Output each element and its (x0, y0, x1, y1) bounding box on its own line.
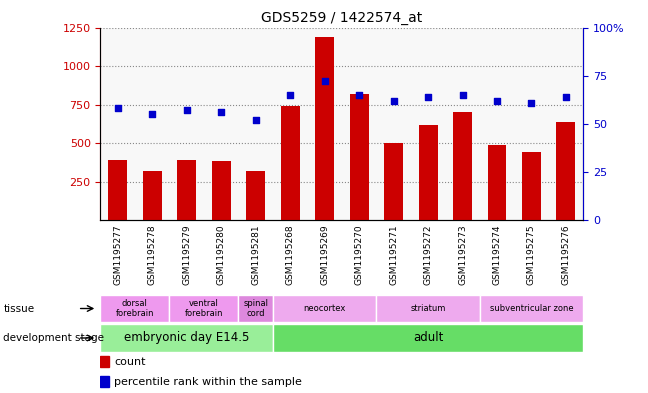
Point (354, 92, 364, 98)
Text: GSM1195278: GSM1195278 (148, 224, 157, 285)
Bar (315, 37, 334, 220)
Bar (100, 376, 109, 387)
Point (250, 117, 260, 123)
Bar (177, 160, 196, 220)
Text: GSM1195271: GSM1195271 (389, 224, 398, 285)
Point (526, 99, 537, 106)
Bar (522, 152, 541, 220)
Bar (238, 295, 273, 322)
Text: GSM1195277: GSM1195277 (113, 224, 122, 285)
Bar (376, 295, 480, 322)
Bar (281, 106, 299, 220)
Point (285, 92, 295, 98)
Text: GSM1195269: GSM1195269 (320, 224, 329, 285)
Point (561, 94, 571, 100)
Text: GSM1195280: GSM1195280 (216, 224, 226, 285)
Point (181, 107, 192, 114)
Text: GSM1195279: GSM1195279 (182, 224, 191, 285)
Bar (212, 161, 231, 220)
Text: tissue: tissue (3, 303, 34, 314)
Text: GSM1195275: GSM1195275 (527, 224, 536, 285)
Text: GSM1195273: GSM1195273 (458, 224, 467, 285)
Title: GDS5259 / 1422574_at: GDS5259 / 1422574_at (261, 11, 422, 25)
Text: GSM1195270: GSM1195270 (354, 224, 364, 285)
Text: GSM1195274: GSM1195274 (492, 224, 502, 285)
Text: subventricular zone: subventricular zone (490, 304, 573, 313)
Text: embryonic day E14.5: embryonic day E14.5 (124, 331, 249, 345)
Bar (453, 112, 472, 220)
Bar (480, 295, 583, 322)
Bar (273, 295, 376, 322)
Bar (487, 145, 507, 220)
Bar (108, 160, 127, 220)
Text: spinal
cord: spinal cord (243, 299, 268, 318)
Text: GSM1195276: GSM1195276 (561, 224, 570, 285)
Text: neocortex: neocortex (303, 304, 346, 313)
Bar (246, 171, 265, 220)
Text: GSM1195272: GSM1195272 (424, 224, 432, 285)
Point (319, 78, 330, 84)
Point (113, 105, 123, 112)
Text: GSM1195268: GSM1195268 (286, 224, 295, 285)
Bar (100, 295, 169, 322)
Bar (100, 356, 109, 367)
Bar (273, 324, 583, 352)
Text: adult: adult (413, 331, 443, 345)
Point (388, 97, 399, 104)
Bar (143, 171, 161, 220)
Point (423, 94, 434, 100)
Text: development stage: development stage (3, 333, 104, 343)
Text: count: count (114, 357, 145, 367)
Bar (169, 295, 238, 322)
Point (216, 109, 226, 116)
Point (147, 111, 157, 117)
Text: percentile rank within the sample: percentile rank within the sample (114, 376, 302, 387)
Bar (349, 94, 369, 220)
Bar (100, 324, 273, 352)
Text: GSM1195281: GSM1195281 (251, 224, 260, 285)
Point (492, 97, 502, 104)
Text: striatum: striatum (410, 304, 446, 313)
Text: ventral
forebrain: ventral forebrain (185, 299, 223, 318)
Bar (557, 122, 575, 220)
Bar (419, 125, 437, 220)
Bar (384, 143, 403, 220)
Text: dorsal
forebrain: dorsal forebrain (116, 299, 154, 318)
Point (457, 92, 468, 98)
